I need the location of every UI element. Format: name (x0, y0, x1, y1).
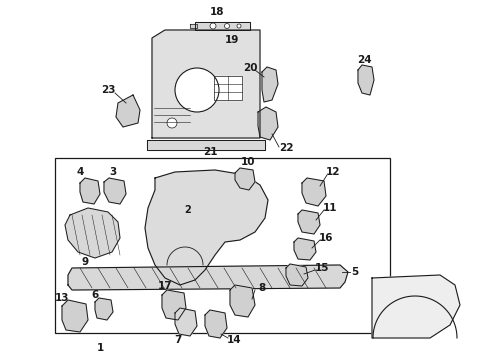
Text: 7: 7 (174, 335, 182, 345)
Polygon shape (104, 178, 126, 204)
Polygon shape (286, 264, 308, 286)
Text: 21: 21 (203, 147, 217, 157)
Polygon shape (145, 170, 268, 285)
Text: 20: 20 (243, 63, 257, 73)
Polygon shape (95, 298, 113, 320)
Text: 9: 9 (81, 257, 89, 267)
Text: 10: 10 (241, 157, 255, 167)
Circle shape (175, 68, 219, 112)
Polygon shape (68, 265, 348, 290)
Text: 6: 6 (91, 290, 98, 300)
Text: 3: 3 (109, 167, 117, 177)
Text: 15: 15 (315, 263, 329, 273)
Text: 17: 17 (158, 281, 172, 291)
Polygon shape (65, 208, 120, 258)
Text: 16: 16 (319, 233, 333, 243)
Text: 1: 1 (97, 343, 103, 353)
Circle shape (224, 23, 229, 28)
Polygon shape (302, 178, 326, 206)
Circle shape (237, 24, 241, 28)
Circle shape (167, 118, 177, 128)
Circle shape (210, 23, 216, 29)
Text: 18: 18 (210, 7, 224, 17)
Text: 13: 13 (55, 293, 69, 303)
Polygon shape (116, 95, 140, 127)
Polygon shape (230, 285, 255, 317)
Polygon shape (80, 178, 100, 204)
Polygon shape (162, 290, 186, 320)
Text: 24: 24 (357, 55, 371, 65)
Text: 14: 14 (227, 335, 241, 345)
Text: 22: 22 (279, 143, 293, 153)
Polygon shape (294, 238, 316, 260)
Polygon shape (190, 24, 197, 28)
Polygon shape (372, 275, 460, 338)
Text: 5: 5 (351, 267, 359, 277)
Text: 4: 4 (76, 167, 84, 177)
Text: 23: 23 (101, 85, 115, 95)
Polygon shape (214, 76, 242, 100)
Polygon shape (175, 308, 197, 336)
Polygon shape (195, 22, 250, 30)
Polygon shape (152, 30, 260, 138)
Text: 11: 11 (323, 203, 337, 213)
Polygon shape (235, 168, 255, 190)
Polygon shape (258, 107, 278, 140)
Polygon shape (298, 210, 320, 234)
Polygon shape (262, 67, 278, 102)
Bar (55, 158, 390, 333)
Polygon shape (62, 300, 88, 332)
Text: 19: 19 (225, 35, 239, 45)
Polygon shape (147, 140, 265, 150)
Text: 12: 12 (326, 167, 340, 177)
Polygon shape (358, 65, 374, 95)
Polygon shape (205, 310, 227, 338)
Text: 2: 2 (185, 205, 192, 215)
Text: 8: 8 (258, 283, 266, 293)
